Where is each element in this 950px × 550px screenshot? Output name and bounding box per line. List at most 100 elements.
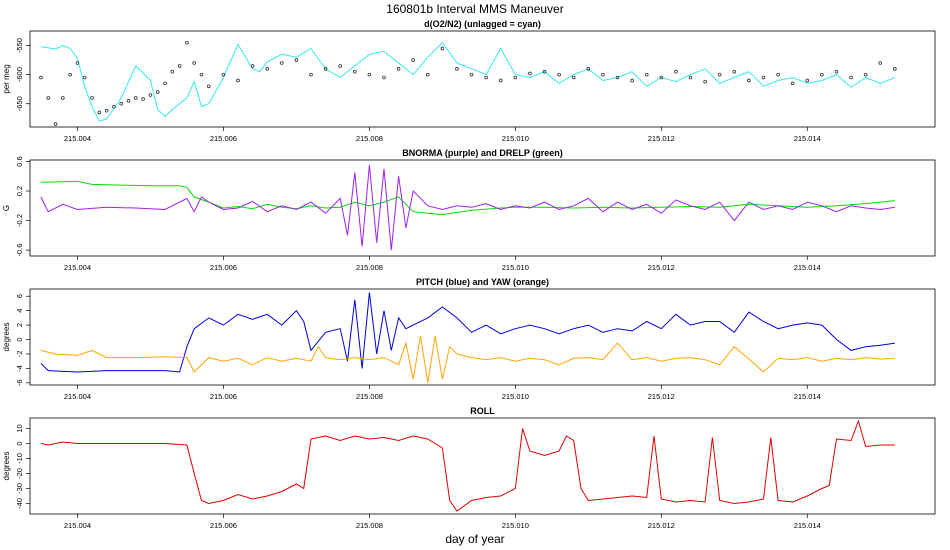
series-1 xyxy=(40,180,895,216)
data-point xyxy=(528,71,532,76)
y-tick-label: -650 xyxy=(15,96,24,111)
x-tick-label: 215.006 xyxy=(210,134,237,143)
series-line xyxy=(40,292,895,373)
x-tick-label: 215.014 xyxy=(794,263,821,272)
y-tick-label: 2 xyxy=(15,323,24,327)
x-tick-label: 215.008 xyxy=(356,521,383,530)
chart-panels: d(O2/N2) (unlagged = cyan)per meg-550-60… xyxy=(2,19,936,530)
data-point xyxy=(61,96,65,100)
data-point xyxy=(455,67,459,71)
data-point xyxy=(586,67,591,71)
data-point xyxy=(469,72,474,77)
series-1 xyxy=(40,419,895,512)
data-point xyxy=(141,97,145,101)
x-tick-label: 215.010 xyxy=(502,263,529,272)
data-point xyxy=(440,46,445,51)
panel-2: BNORMA (purple) and DRELP (green) G 0.6 0.2… xyxy=(2,148,936,272)
data-point xyxy=(790,81,795,86)
y-axis-label: degrees xyxy=(2,452,11,481)
data-point xyxy=(849,75,853,80)
panel-frame xyxy=(29,30,936,128)
y-tick-label: -600 xyxy=(15,67,24,82)
y-tick-label: -4 xyxy=(15,365,24,372)
series-line xyxy=(40,419,895,512)
data-point xyxy=(498,78,503,83)
data-point xyxy=(294,58,299,62)
data-point xyxy=(601,72,605,77)
y-tick-label: 4 xyxy=(15,309,24,313)
x-tick-label: 215.014 xyxy=(794,134,821,143)
y-tick-label: 10 xyxy=(15,424,24,432)
data-point xyxy=(323,67,328,71)
data-point xyxy=(90,96,94,100)
data-point xyxy=(75,61,80,65)
data-point xyxy=(82,75,87,80)
data-point xyxy=(104,108,109,113)
x-tick-label: 215.006 xyxy=(210,392,237,401)
panel-1: d(O2/N2) (unlagged = cyan) per meg -550 -60… xyxy=(2,19,936,143)
data-point xyxy=(352,69,357,74)
data-point xyxy=(309,72,313,77)
panel-3: PITCH (blue) and YAW (orange) degrees 6 4 2 0… xyxy=(2,277,936,401)
x-tick-label: 215.012 xyxy=(648,521,675,530)
data-point xyxy=(382,75,386,80)
figure-title: 160801b Interval MMS Maneuver xyxy=(386,2,563,16)
panel-4: ROLL degrees 10 0 -10 -20 -30 -40 215.004 215.006… xyxy=(2,406,936,530)
data-point xyxy=(148,93,153,97)
panel-frame xyxy=(29,288,936,386)
x-tick-label: 215.010 xyxy=(502,521,529,530)
x-tick-label: 215.004 xyxy=(64,134,91,143)
panel-title: ROLL xyxy=(470,406,495,416)
series-line xyxy=(40,335,895,383)
data-point xyxy=(732,69,737,74)
data-point xyxy=(513,75,518,80)
y-tick-label: -6 xyxy=(15,379,24,386)
y-axis-label: per meg xyxy=(2,64,11,93)
series-2 xyxy=(40,335,895,383)
data-point xyxy=(820,72,824,77)
data-point xyxy=(250,64,255,68)
y-tick-label: 0 xyxy=(15,337,24,341)
x-tick-label: 215.010 xyxy=(502,392,529,401)
x-tick-label: 215.012 xyxy=(648,134,675,143)
data-point xyxy=(615,75,620,80)
data-point xyxy=(207,84,211,89)
data-point xyxy=(97,110,102,115)
data-point xyxy=(163,81,167,86)
x-tick-label: 215.014 xyxy=(794,392,821,401)
data-point xyxy=(557,72,561,77)
data-point xyxy=(119,101,124,106)
x-tick-label: 215.010 xyxy=(502,134,529,143)
y-tick-label: -2 xyxy=(15,351,24,358)
x-tick-label: 215.008 xyxy=(356,263,383,272)
data-point xyxy=(338,64,342,68)
data-point xyxy=(688,75,693,80)
y-tick-label: 6 xyxy=(15,294,24,298)
x-tick-label: 215.012 xyxy=(648,263,675,272)
data-point xyxy=(185,40,189,45)
data-point xyxy=(571,75,576,80)
data-point xyxy=(834,69,839,74)
data-point xyxy=(484,75,488,80)
x-tick-label: 215.004 xyxy=(64,263,91,272)
panel-title: BNORMA (purple) and DRELP (green) xyxy=(402,148,563,158)
y-tick-label: 0.6 xyxy=(15,156,24,166)
data-point xyxy=(265,67,269,71)
series-2 xyxy=(40,165,895,251)
panel-title: d(O2/N2) (unlagged = cyan) xyxy=(424,19,541,29)
panel-frame xyxy=(29,159,936,257)
y-tick-label: -10 xyxy=(15,453,24,464)
data-point xyxy=(878,61,883,65)
x-tick-label: 215.014 xyxy=(794,521,821,530)
y-tick-label: 0 xyxy=(15,441,24,445)
y-tick-label: -30 xyxy=(15,483,24,494)
data-point xyxy=(236,78,240,83)
data-point xyxy=(126,99,131,103)
data-point xyxy=(155,90,160,94)
data-point xyxy=(367,72,372,77)
series-2 xyxy=(39,40,897,126)
data-point xyxy=(863,72,868,77)
data-point xyxy=(396,67,401,71)
data-point xyxy=(221,72,226,77)
